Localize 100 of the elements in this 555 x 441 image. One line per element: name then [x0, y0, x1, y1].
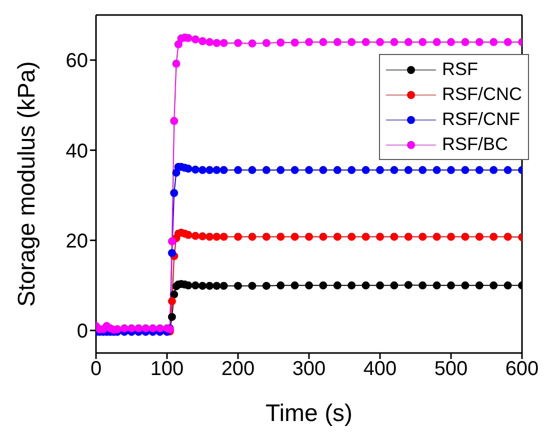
point — [404, 38, 412, 46]
point — [362, 281, 370, 290]
point — [418, 281, 427, 290]
point — [198, 282, 206, 290]
point — [461, 166, 470, 174]
point — [212, 166, 221, 174]
point — [461, 281, 470, 290]
point — [418, 38, 427, 46]
point — [174, 40, 182, 48]
point — [362, 166, 370, 174]
x-tick-label: 100 — [150, 358, 184, 380]
point — [376, 232, 384, 241]
point — [170, 189, 178, 198]
point — [490, 232, 498, 241]
point — [475, 232, 484, 241]
point — [376, 38, 384, 46]
point — [262, 232, 270, 241]
point — [432, 232, 441, 241]
point — [206, 38, 214, 46]
point — [234, 38, 242, 47]
point — [333, 166, 342, 174]
point — [168, 297, 176, 306]
point — [305, 38, 313, 46]
point — [290, 232, 299, 241]
point — [348, 166, 356, 174]
point — [475, 281, 484, 290]
legend-label: RSF/CNC — [442, 83, 522, 106]
point — [461, 232, 470, 241]
point — [248, 39, 256, 48]
point — [234, 232, 242, 241]
point — [390, 281, 398, 290]
point — [418, 166, 427, 174]
point — [305, 232, 313, 241]
point — [348, 38, 356, 46]
point — [262, 38, 270, 47]
point — [447, 166, 455, 174]
point — [290, 166, 299, 174]
point — [504, 166, 512, 174]
point — [212, 232, 221, 241]
point — [191, 232, 200, 240]
point — [276, 281, 285, 290]
point — [191, 281, 200, 290]
point — [504, 232, 512, 241]
point — [290, 38, 299, 46]
point — [447, 232, 455, 241]
y-tick-label: 40 — [66, 140, 88, 162]
point — [168, 312, 176, 321]
point — [362, 232, 370, 241]
point — [447, 38, 455, 46]
point — [333, 232, 342, 241]
point — [220, 166, 228, 174]
point — [475, 166, 484, 174]
point — [362, 38, 370, 46]
point — [212, 282, 221, 290]
point — [234, 166, 242, 174]
point — [276, 166, 285, 174]
point — [170, 290, 178, 298]
point — [212, 38, 221, 47]
point — [404, 166, 412, 174]
point — [432, 166, 441, 174]
point — [418, 232, 427, 241]
x-tick-label: 200 — [221, 358, 255, 380]
x-tick-label: 300 — [292, 358, 326, 380]
point — [206, 282, 214, 290]
point — [220, 282, 228, 290]
point — [504, 38, 512, 46]
point — [348, 281, 356, 290]
point — [432, 38, 441, 46]
point — [490, 38, 498, 46]
point — [319, 281, 328, 290]
point — [262, 166, 270, 174]
point — [376, 166, 384, 174]
point — [376, 281, 384, 290]
legend-label: RSF — [442, 58, 478, 81]
point — [220, 232, 228, 241]
point — [447, 281, 455, 290]
point — [198, 166, 206, 174]
point — [168, 248, 176, 257]
point — [305, 166, 313, 174]
point — [490, 281, 498, 290]
y-tick-label: 60 — [66, 50, 88, 72]
point — [276, 38, 285, 46]
point — [168, 237, 176, 246]
point — [248, 282, 256, 290]
y-tick-label: 20 — [66, 230, 88, 252]
point — [290, 281, 299, 290]
point — [432, 281, 441, 290]
point — [319, 232, 328, 241]
point — [220, 38, 228, 47]
point — [248, 166, 256, 174]
point — [319, 38, 328, 46]
point — [333, 281, 342, 290]
point — [404, 280, 412, 289]
point — [262, 282, 270, 290]
point — [276, 232, 285, 241]
point — [490, 166, 498, 174]
point — [348, 232, 356, 241]
point — [390, 166, 398, 174]
legend-label: RSF/CNF — [442, 108, 520, 131]
point — [390, 232, 398, 241]
